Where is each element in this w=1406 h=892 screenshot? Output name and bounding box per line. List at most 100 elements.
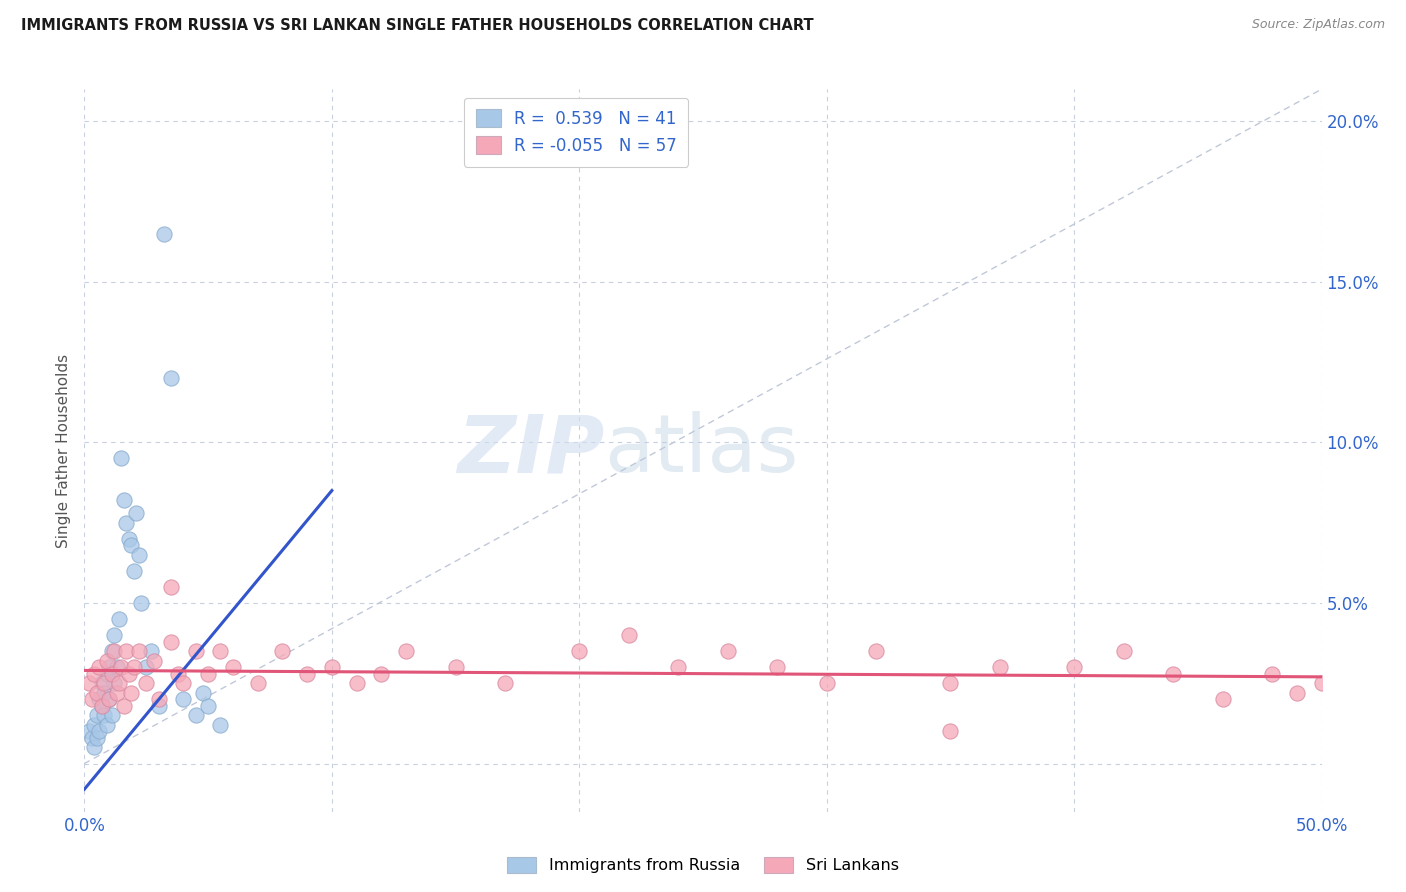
- Point: [120, 538, 142, 552]
- Point: [142, 654, 165, 668]
- Point: [100, 644, 122, 658]
- Point: [86, 686, 108, 700]
- Point: [160, 371, 183, 385]
- Point: [83, 740, 105, 755]
- Legend: R =  0.539   N = 41, R = -0.055   N = 57: R = 0.539 N = 41, R = -0.055 N = 57: [464, 97, 689, 167]
- Point: [125, 506, 148, 520]
- Point: [370, 666, 392, 681]
- Point: [184, 644, 207, 658]
- Point: [79, 724, 101, 739]
- Point: [90, 698, 112, 713]
- Point: [98, 692, 121, 706]
- Point: [346, 676, 368, 690]
- Point: [271, 644, 294, 658]
- Point: [103, 628, 125, 642]
- Point: [103, 676, 125, 690]
- Point: [105, 660, 128, 674]
- Point: [96, 666, 118, 681]
- Point: [184, 708, 207, 723]
- Point: [222, 660, 245, 674]
- Point: [89, 692, 111, 706]
- Point: [100, 708, 122, 723]
- Point: [135, 660, 157, 674]
- Point: [110, 451, 132, 466]
- Point: [148, 692, 170, 706]
- Point: [939, 676, 962, 690]
- Point: [988, 660, 1011, 674]
- Point: [120, 686, 142, 700]
- Point: [1063, 660, 1085, 674]
- Point: [717, 644, 740, 658]
- Point: [152, 227, 174, 241]
- Point: [86, 708, 108, 723]
- Point: [444, 660, 467, 674]
- Point: [98, 692, 121, 706]
- Point: [80, 731, 103, 745]
- Text: IMMIGRANTS FROM RUSSIA VS SRI LANKAN SINGLE FATHER HOUSEHOLDS CORRELATION CHART: IMMIGRANTS FROM RUSSIA VS SRI LANKAN SIN…: [21, 18, 814, 33]
- Point: [939, 724, 962, 739]
- Point: [129, 596, 152, 610]
- Point: [246, 676, 269, 690]
- Point: [128, 644, 150, 658]
- Point: [115, 644, 138, 658]
- Point: [568, 644, 591, 658]
- Point: [1112, 644, 1135, 658]
- Point: [197, 666, 219, 681]
- Point: [865, 644, 887, 658]
- Point: [118, 532, 141, 546]
- Text: atlas: atlas: [605, 411, 799, 490]
- Point: [135, 676, 157, 690]
- Point: [108, 676, 131, 690]
- Point: [128, 548, 150, 562]
- Point: [395, 644, 418, 658]
- Point: [160, 580, 183, 594]
- Point: [321, 660, 343, 674]
- Point: [105, 686, 128, 700]
- Point: [90, 698, 112, 713]
- Point: [110, 660, 132, 674]
- Point: [209, 644, 232, 658]
- Point: [617, 628, 640, 642]
- Point: [80, 692, 103, 706]
- Point: [89, 724, 111, 739]
- Point: [93, 708, 115, 723]
- Point: [1310, 676, 1333, 690]
- Point: [1212, 692, 1234, 706]
- Y-axis label: Single Father Households: Single Father Households: [56, 353, 72, 548]
- Point: [79, 676, 101, 690]
- Point: [112, 698, 135, 713]
- Point: [191, 686, 214, 700]
- Text: ZIP: ZIP: [457, 411, 605, 490]
- Point: [83, 666, 105, 681]
- Point: [1161, 666, 1184, 681]
- Point: [148, 698, 170, 713]
- Point: [112, 493, 135, 508]
- Point: [108, 612, 131, 626]
- Point: [766, 660, 789, 674]
- Point: [103, 644, 125, 658]
- Point: [160, 634, 183, 648]
- Point: [197, 698, 219, 713]
- Point: [1261, 666, 1284, 681]
- Legend: Immigrants from Russia, Sri Lankans: Immigrants from Russia, Sri Lankans: [501, 850, 905, 880]
- Point: [209, 718, 232, 732]
- Point: [172, 676, 194, 690]
- Point: [93, 686, 115, 700]
- Point: [815, 676, 838, 690]
- Point: [115, 516, 138, 530]
- Point: [122, 564, 145, 578]
- Text: Source: ZipAtlas.com: Source: ZipAtlas.com: [1251, 18, 1385, 31]
- Point: [118, 666, 141, 681]
- Point: [83, 718, 105, 732]
- Point: [96, 718, 118, 732]
- Point: [494, 676, 516, 690]
- Point: [167, 666, 190, 681]
- Point: [96, 654, 118, 668]
- Point: [100, 666, 122, 681]
- Point: [122, 660, 145, 674]
- Point: [90, 676, 112, 690]
- Point: [172, 692, 194, 706]
- Point: [93, 676, 115, 690]
- Point: [98, 660, 121, 674]
- Point: [1285, 686, 1308, 700]
